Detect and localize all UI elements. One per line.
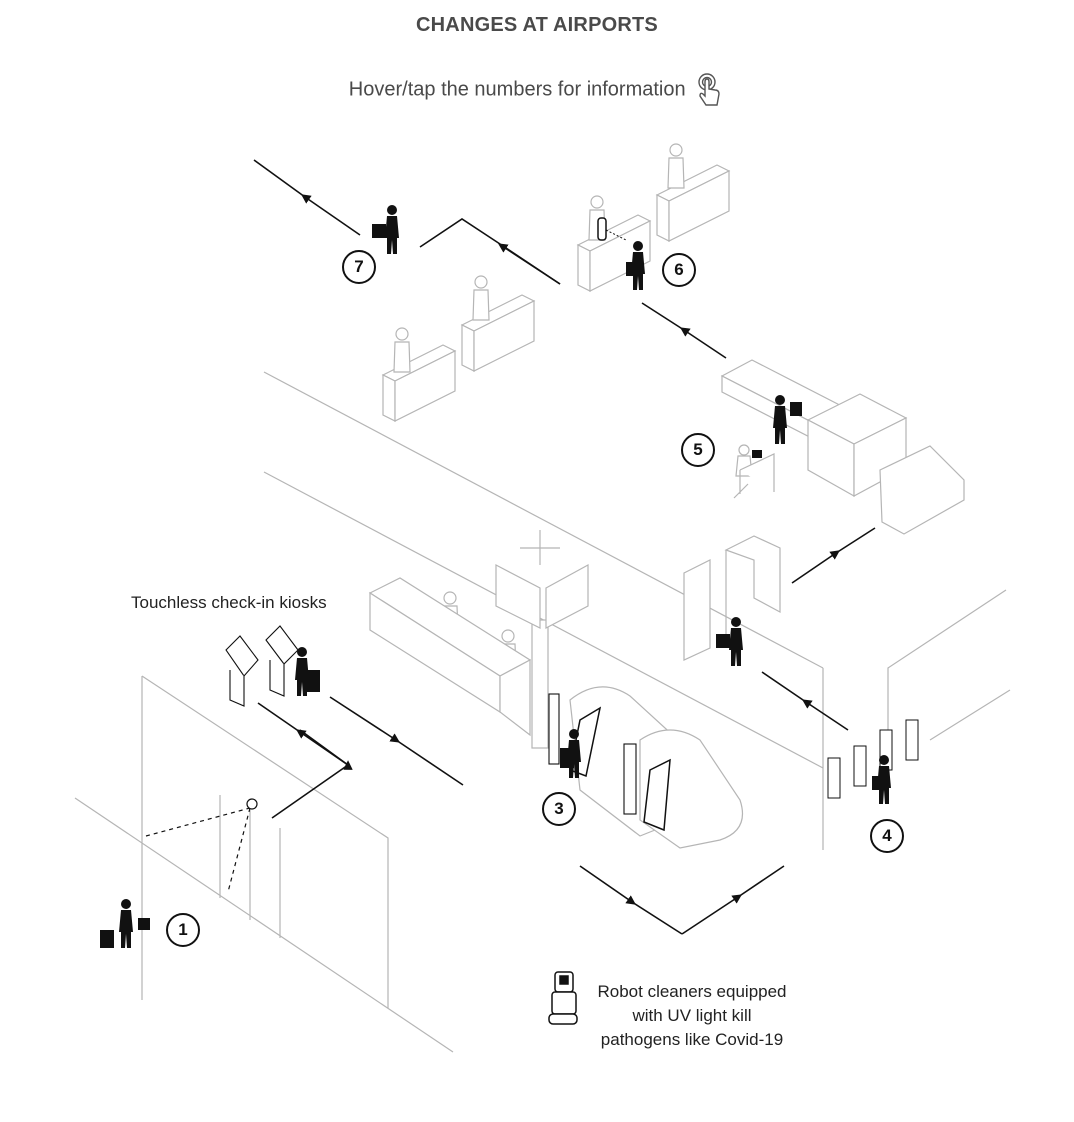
kiosk-label: Touchless check-in kiosks <box>131 593 327 612</box>
info-marker-1[interactable]: 1 <box>166 913 200 947</box>
floor-lines <box>74 371 1011 1053</box>
robot-cleaner-label: Robot cleaners equipped with UV light ki… <box>588 980 796 1052</box>
passenger-route <box>253 159 876 935</box>
tap-hand-icon <box>698 73 720 106</box>
checkin-desk <box>368 577 532 737</box>
info-marker-3[interactable]: 3 <box>542 792 576 826</box>
info-marker-6[interactable]: 6 <box>662 253 696 287</box>
body-scanners <box>683 535 781 661</box>
officer-desk <box>733 444 775 499</box>
security-counters <box>382 164 730 422</box>
instruction-text: Hover/tap the numbers for information <box>0 72 1074 108</box>
xray-scanner <box>720 359 965 535</box>
page-title: CHANGES AT AIRPORTS <box>416 14 658 36</box>
traveler-silhouette-icon <box>100 205 891 948</box>
instruction-label: Hover/tap the numbers for information <box>348 78 686 101</box>
info-marker-4[interactable]: 4 <box>870 819 904 853</box>
robot-label-line: with UV light kill <box>632 1006 752 1025</box>
info-marker-7[interactable]: 7 <box>342 250 376 284</box>
info-marker-5[interactable]: 5 <box>681 433 715 467</box>
info-column <box>495 530 589 749</box>
robot-cleaner-icon <box>548 971 578 1025</box>
robot-cleaner-unit <box>548 693 637 815</box>
robot-label-line: pathogens like Covid-19 <box>600 1030 784 1049</box>
robot-label-line: Robot cleaners equipped <box>597 982 787 1001</box>
checkin-kiosks <box>225 625 299 707</box>
